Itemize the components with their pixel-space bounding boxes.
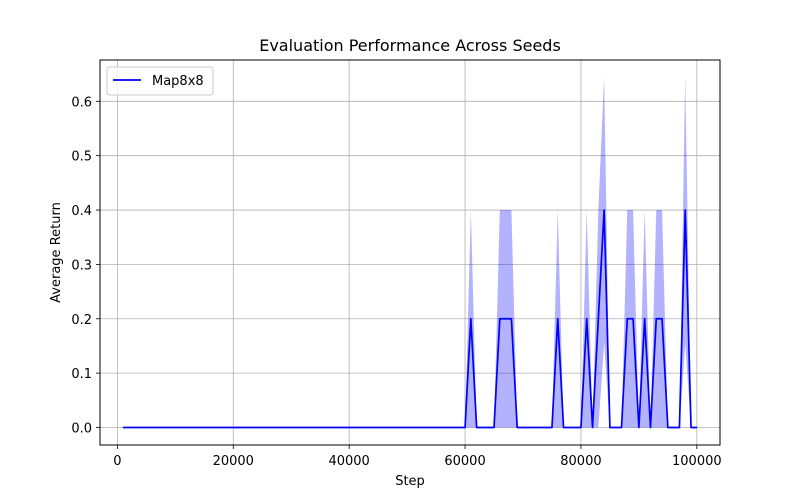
legend-box — [106, 66, 214, 96]
y-axis-ticks: 0.0 0.1 0.2 0.3 0.4 0.5 0.6 — [71, 95, 100, 436]
data-point-0-28 — [690, 426, 692, 428]
data-point-0-22 — [649, 426, 651, 428]
grid — [100, 60, 720, 445]
legend: Map8x8 — [106, 66, 214, 96]
data-point-0-6 — [510, 318, 512, 320]
legend-label-map8x8: Map8x8 — [152, 74, 204, 89]
data-point-0-29 — [696, 426, 698, 428]
data-point-0-5 — [499, 318, 501, 320]
data-point-0-18 — [626, 318, 628, 320]
y-tick-label-0: 0.0 — [71, 421, 92, 436]
x-tick-label-3: 60000 — [444, 454, 485, 469]
data-point-0-3 — [476, 426, 478, 428]
data-point-0-24 — [661, 318, 663, 320]
data-point-0-1 — [464, 426, 466, 428]
x-axis-ticks: 0 20000 40000 60000 80000 100000 — [113, 445, 722, 469]
x-tick-label-4: 80000 — [560, 454, 601, 469]
data-point-0-27 — [684, 209, 686, 211]
data-point-0-4 — [493, 426, 495, 428]
x-tick-label-5: 100000 — [672, 454, 722, 469]
data-point-0-9 — [557, 318, 559, 320]
y-tick-label-5: 0.5 — [71, 150, 92, 165]
data-point-0-0 — [122, 426, 124, 428]
data-point-0-23 — [655, 318, 657, 320]
data-point-0-19 — [632, 318, 634, 320]
data-point-0-15 — [603, 209, 605, 211]
data-point-0-7 — [516, 426, 518, 428]
y-tick-label-2: 0.2 — [71, 313, 92, 328]
data-point-0-8 — [551, 426, 553, 428]
data-point-0-26 — [678, 426, 680, 428]
y-tick-label-6: 0.6 — [71, 95, 92, 110]
y-tick-label-4: 0.4 — [71, 204, 92, 219]
y-axis-label: Average Return — [49, 202, 64, 303]
data-point-0-21 — [644, 318, 646, 320]
data-point-0-17 — [620, 426, 622, 428]
y-tick-label-3: 0.3 — [71, 258, 92, 273]
series-line-0 — [123, 209, 697, 429]
data-point-0-11 — [580, 426, 582, 428]
data-point-0-25 — [667, 426, 669, 428]
x-tick-label-2: 40000 — [328, 454, 369, 469]
plot-frame — [99, 59, 721, 446]
data-point-0-16 — [609, 426, 611, 428]
chart-title: Evaluation Performance Across Seeds — [259, 36, 561, 55]
data-point-0-10 — [563, 426, 565, 428]
series-lines — [122, 209, 698, 429]
data-point-0-13 — [592, 426, 594, 428]
x-tick-label-1: 20000 — [213, 454, 254, 469]
data-point-0-14 — [597, 318, 599, 320]
x-axis-label: Step — [395, 474, 425, 489]
data-point-0-2 — [470, 318, 472, 320]
x-tick-label-0: 0 — [113, 454, 121, 469]
y-tick-label-1: 0.1 — [71, 367, 92, 382]
data-point-0-20 — [638, 426, 640, 428]
data-point-0-12 — [586, 318, 588, 320]
